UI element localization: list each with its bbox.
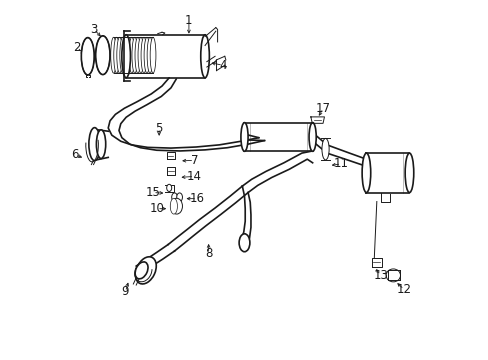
Ellipse shape [144, 37, 149, 73]
Text: 14: 14 [186, 170, 202, 183]
Ellipse shape [321, 138, 328, 160]
Text: 10: 10 [149, 202, 164, 215]
Ellipse shape [96, 36, 110, 75]
Ellipse shape [129, 37, 134, 73]
Ellipse shape [117, 37, 122, 73]
Ellipse shape [241, 123, 247, 151]
Text: 16: 16 [189, 192, 204, 205]
Ellipse shape [138, 37, 143, 73]
Text: 3: 3 [90, 23, 98, 36]
Text: 7: 7 [190, 154, 198, 167]
Text: 4: 4 [219, 59, 226, 72]
Polygon shape [241, 186, 250, 245]
Ellipse shape [89, 128, 100, 161]
Polygon shape [312, 133, 366, 166]
Ellipse shape [135, 262, 148, 279]
Ellipse shape [405, 153, 413, 193]
Polygon shape [244, 134, 264, 140]
Text: 6: 6 [71, 148, 79, 161]
Ellipse shape [114, 37, 119, 73]
Ellipse shape [81, 38, 94, 75]
Ellipse shape [362, 153, 370, 193]
Ellipse shape [135, 257, 156, 284]
Ellipse shape [147, 37, 153, 73]
Text: 5: 5 [155, 122, 163, 135]
Ellipse shape [201, 35, 209, 78]
Ellipse shape [171, 198, 182, 214]
Ellipse shape [122, 37, 128, 73]
Ellipse shape [239, 234, 249, 252]
Ellipse shape [96, 130, 105, 158]
Text: 11: 11 [333, 157, 348, 170]
Ellipse shape [386, 269, 400, 282]
Text: 13: 13 [372, 269, 387, 282]
Ellipse shape [170, 198, 177, 214]
Ellipse shape [135, 37, 141, 73]
Text: 8: 8 [204, 247, 212, 260]
Text: 12: 12 [396, 283, 411, 296]
Text: 2: 2 [73, 41, 81, 54]
Ellipse shape [122, 35, 130, 78]
Text: 1: 1 [185, 14, 192, 27]
Ellipse shape [176, 193, 182, 202]
Polygon shape [136, 244, 174, 273]
Ellipse shape [120, 37, 125, 73]
Ellipse shape [141, 37, 146, 73]
Text: 15: 15 [145, 186, 160, 199]
Polygon shape [244, 123, 312, 151]
Ellipse shape [308, 123, 316, 151]
Ellipse shape [132, 37, 138, 73]
Ellipse shape [125, 37, 131, 73]
Ellipse shape [110, 37, 116, 73]
Text: 17: 17 [315, 102, 330, 115]
Polygon shape [242, 151, 312, 193]
Ellipse shape [150, 37, 156, 73]
Polygon shape [108, 78, 264, 151]
Polygon shape [366, 153, 408, 193]
Ellipse shape [166, 184, 171, 192]
Text: 9: 9 [122, 285, 129, 298]
Polygon shape [94, 130, 108, 160]
Polygon shape [168, 186, 247, 251]
Ellipse shape [171, 193, 177, 202]
